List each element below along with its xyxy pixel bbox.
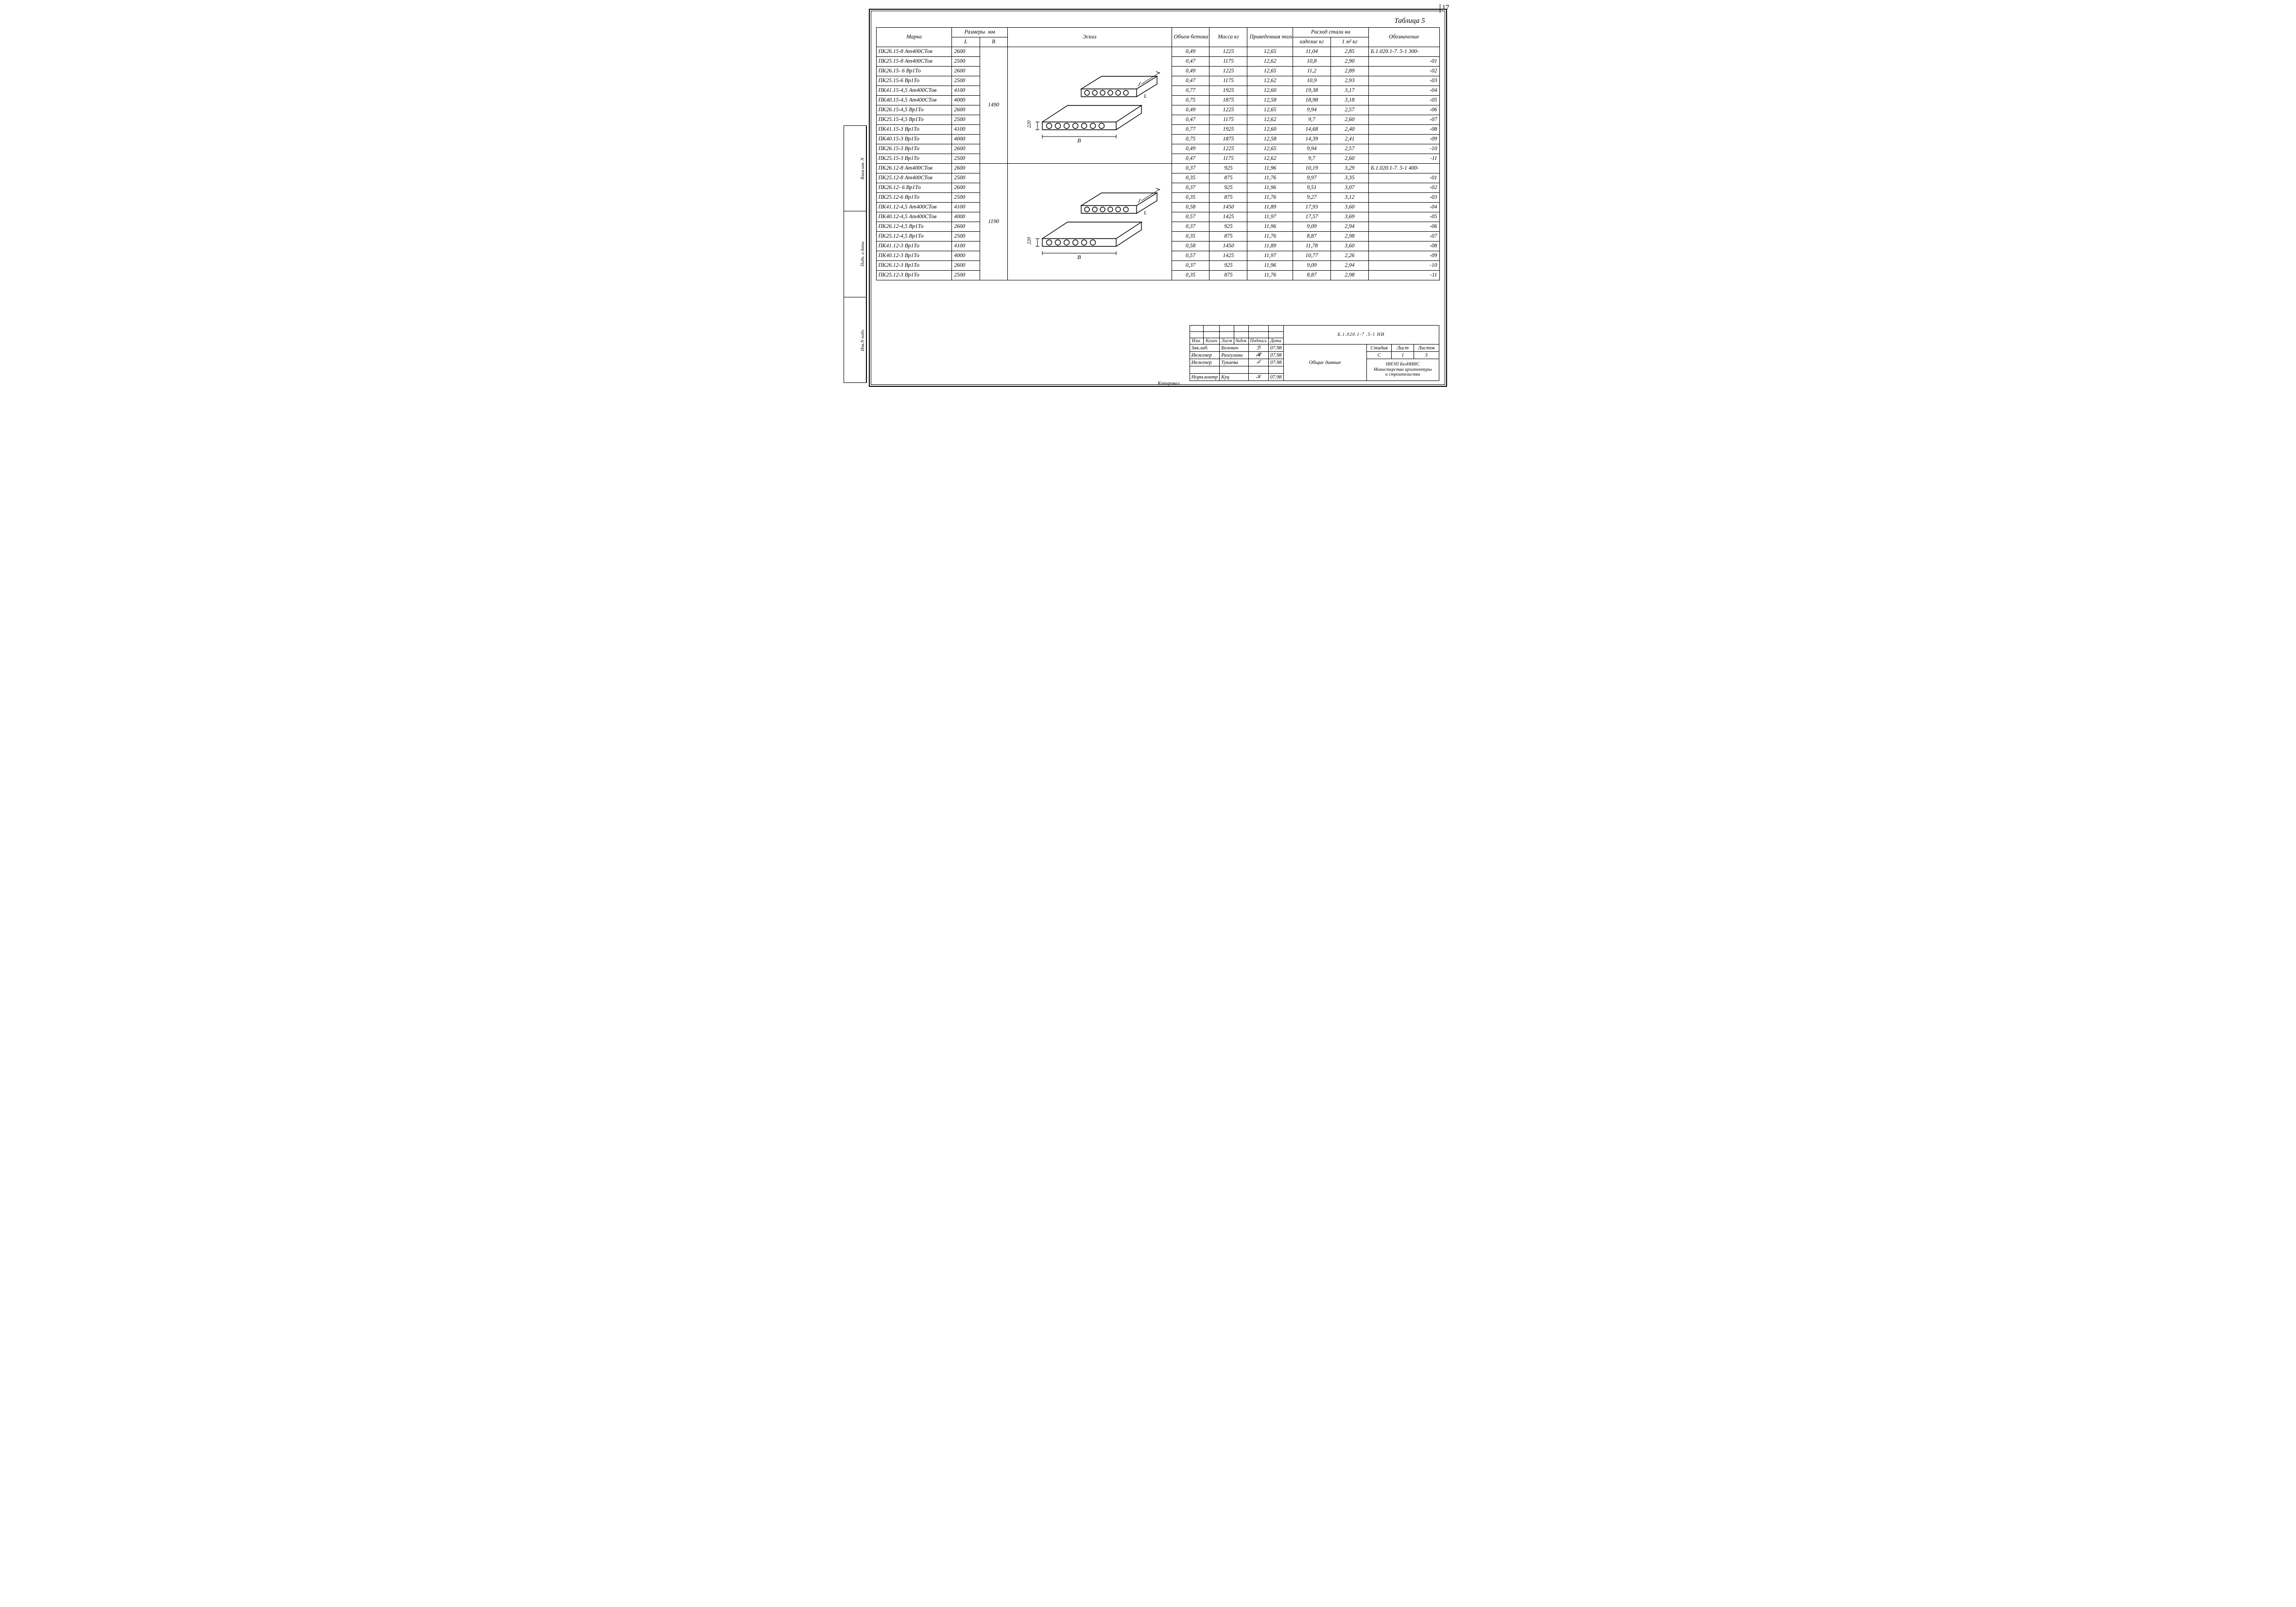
col-steel: Расход стали на — [1293, 28, 1368, 37]
name: Разгулина — [1220, 352, 1248, 359]
col-steel-piece: изделие кг — [1293, 37, 1330, 47]
binding-margin-stamps: Взам.инв. N Подп. и дата Инв.N подп. — [844, 125, 867, 383]
svg-text:L: L — [1143, 93, 1147, 99]
drawing-sheet: 17 Взам.инв. N Подп. и дата Инв.N подп. … — [842, 4, 1454, 392]
title-block: Б.1.020.1-7 .5-1 НИ Изм. Колич Лист №док… — [1190, 325, 1439, 381]
organization: НИЭП БелНИИСМинистерства архитектурыи ст… — [1366, 359, 1439, 381]
subtitle: Общие данные — [1283, 345, 1366, 381]
val-stage: С — [1366, 352, 1391, 359]
doc-code: Б.1.020.1-7 .5-1 НИ — [1283, 326, 1439, 345]
table-header: Марка Размеры мм Эскиз Объем бетона м³ М… — [876, 28, 1439, 47]
col-b: В — [980, 37, 1007, 47]
side-label: Взам.инв. N — [860, 126, 866, 211]
signature: 𝓡 — [1248, 352, 1268, 359]
slab-sketch-icon: L В 220 — [1014, 173, 1165, 271]
inner-frame: Таблица 5 Марка Размеры мм Эскиз Объем б… — [871, 11, 1445, 385]
sketch-cell: L В 220 — [1007, 47, 1172, 164]
col-dims: Размеры мм — [952, 28, 1007, 37]
hdr-data: Дата — [1268, 338, 1283, 345]
col-volume: Объем бетона м³ — [1172, 28, 1209, 47]
role: Инженер — [1190, 352, 1220, 359]
col-sketch: Эскиз — [1007, 28, 1172, 47]
name: Куц — [1220, 374, 1248, 381]
hdr-list: Лист — [1220, 338, 1234, 345]
val-sheet: 1 — [1392, 352, 1414, 359]
hdr-kol: Колич — [1203, 338, 1220, 345]
date: 07.98 — [1268, 359, 1283, 366]
slab-sketch-icon: L В 220 — [1014, 57, 1165, 154]
hdr-ndok: №док — [1234, 338, 1248, 345]
role: Зав.лаб. — [1190, 345, 1220, 352]
outer-frame: Таблица 5 Марка Размеры мм Эскиз Объем б… — [869, 9, 1447, 387]
hdr-sheets: Листов — [1414, 345, 1439, 352]
svg-text:220: 220 — [1027, 237, 1032, 244]
svg-text:В: В — [1077, 254, 1081, 260]
hdr-izm: Изм. — [1190, 338, 1203, 345]
date: 07.98 — [1268, 374, 1283, 381]
hdr-podp: Подпись — [1248, 338, 1268, 345]
role: Норм.контр — [1190, 374, 1220, 381]
table-body: ПК26.15-8 Ат400СТов26001490 L В 220 0,49… — [876, 47, 1439, 280]
signature: ℬ — [1248, 345, 1268, 352]
signature: 𝒦 — [1248, 374, 1268, 381]
signature: 𝒯 — [1248, 359, 1268, 366]
copy-label: Копировал — [1158, 381, 1180, 386]
date: 07.98 — [1268, 352, 1283, 359]
svg-text:220: 220 — [1027, 121, 1032, 128]
date: 07.98 — [1268, 345, 1283, 352]
role: Инженер — [1190, 359, 1220, 366]
name: Тукаева — [1220, 359, 1248, 366]
hdr-stage: Стадия — [1366, 345, 1391, 352]
side-label: Подп. и дата — [860, 211, 866, 296]
col-steel-m2: 1 м² кг — [1330, 37, 1368, 47]
table-row: ПК26.12-8 Ат400СТов26001190 L В 220 0,37… — [876, 164, 1439, 173]
sketch-cell: L В 220 — [1007, 164, 1172, 280]
table-row: ПК26.15-8 Ат400СТов26001490 L В 220 0,49… — [876, 47, 1439, 57]
table-caption: Таблица 5 — [876, 15, 1440, 27]
name: Белевич — [1220, 345, 1248, 352]
col-reduced-thickness: Приведенная толщина бетона — [1247, 28, 1293, 47]
col-designation: Обозначение — [1368, 28, 1439, 47]
col-mass: Масса кг — [1209, 28, 1247, 47]
hdr-sheet: Лист — [1392, 345, 1414, 352]
svg-text:В: В — [1077, 137, 1081, 144]
side-label: Инв.N подп. — [860, 297, 866, 382]
slabs-table: Марка Размеры мм Эскиз Объем бетона м³ М… — [876, 27, 1440, 280]
svg-text:L: L — [1143, 210, 1147, 216]
val-sheets: 3 — [1414, 352, 1439, 359]
col-l: L — [952, 37, 980, 47]
col-mark: Марка — [876, 28, 952, 47]
